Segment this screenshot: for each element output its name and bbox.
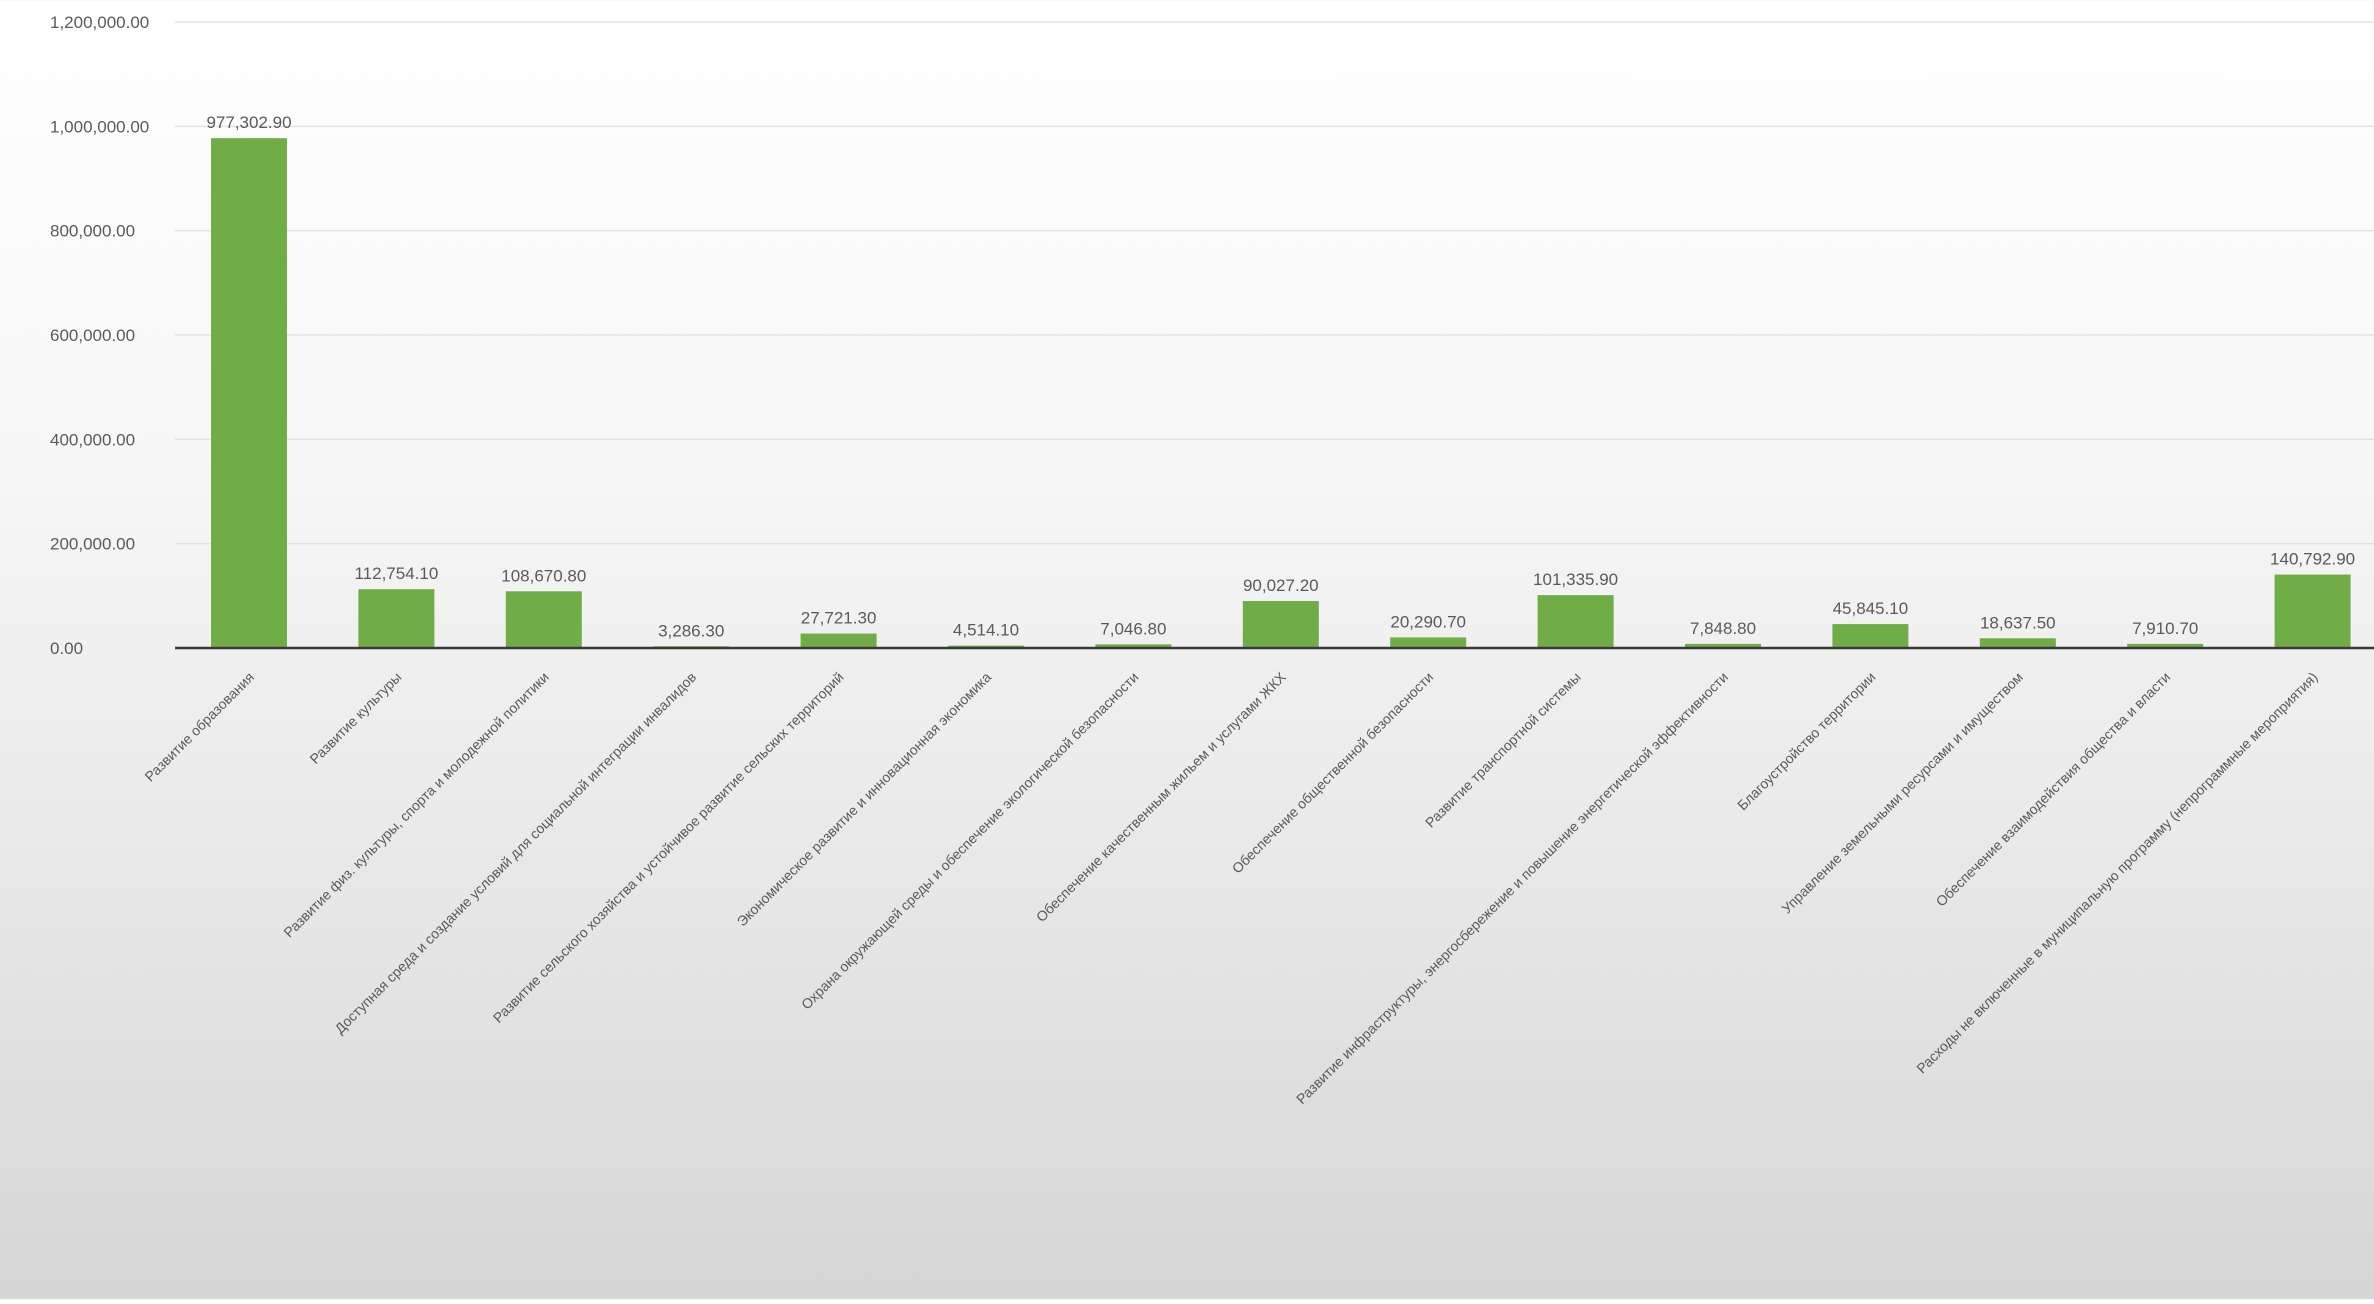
y-tick-label: 1,200,000.00 bbox=[50, 13, 149, 32]
bar bbox=[505, 591, 582, 648]
x-axis-category-labels: Развитие образования Развитие культурыРаз… bbox=[141, 668, 2320, 1107]
data-label: 27,721.30 bbox=[801, 609, 877, 628]
x-category-label: Обеспечение взаимодействия общества и вл… bbox=[1933, 669, 2174, 910]
bar bbox=[2127, 643, 2204, 648]
gridlines bbox=[175, 21, 2374, 545]
x-category-label: Развитие физ. культуры, спорта и молодеж… bbox=[280, 669, 552, 941]
data-label: 977,302.90 bbox=[206, 113, 291, 132]
x-category-label: Управление земельными ресурсами и имущес… bbox=[1778, 669, 2026, 917]
x-category-label: Развитие образования bbox=[141, 669, 257, 785]
y-tick-label: 400,000.00 bbox=[50, 430, 135, 449]
bars bbox=[211, 138, 2351, 649]
data-label: 101,335.90 bbox=[1533, 570, 1618, 589]
x-category-label: Развитие культуры bbox=[306, 669, 404, 767]
bar bbox=[1685, 643, 1761, 648]
data-label: 45,845.10 bbox=[1833, 599, 1909, 618]
bar bbox=[211, 138, 287, 649]
bar bbox=[800, 633, 877, 648]
data-label: 18,637.50 bbox=[1980, 613, 2056, 632]
bar bbox=[1832, 624, 1909, 648]
bar bbox=[1537, 595, 1614, 648]
x-category-label: Благоустройство территории bbox=[1734, 669, 1878, 813]
x-category-label: Развитие транспортной системы bbox=[1422, 669, 1584, 831]
bar bbox=[2274, 574, 2351, 648]
bar bbox=[1242, 601, 1319, 648]
data-label: 90,027.20 bbox=[1243, 576, 1319, 595]
y-tick-label: 200,000.00 bbox=[50, 535, 135, 554]
data-label: 7,848.80 bbox=[1690, 619, 1756, 638]
y-tick-label: 600,000.00 bbox=[50, 326, 135, 345]
data-label: 20,290.70 bbox=[1390, 612, 1466, 631]
data-label: 7,046.80 bbox=[1100, 619, 1166, 638]
bar bbox=[1390, 637, 1467, 648]
data-label: 7,910.70 bbox=[2132, 619, 2198, 638]
data-label: 4,514.10 bbox=[953, 621, 1019, 640]
data-label: 112,754.10 bbox=[354, 564, 438, 583]
y-tick-label: 0.00 bbox=[50, 639, 83, 658]
bar bbox=[1095, 644, 1172, 648]
data-label: 108,670.80 bbox=[501, 566, 586, 585]
data-labels: 977,302.90 112,754.10 108,670.80 3,286.30 27… bbox=[206, 113, 2355, 640]
bar bbox=[358, 589, 435, 648]
x-category-label: Обеспечение качественным жильем и услуга… bbox=[1033, 668, 1290, 925]
x-category-label: Охрана окружающей среды и обеспечение эк… bbox=[798, 669, 1142, 1013]
x-category-label: Развитие сельского хозяйства и устойчиво… bbox=[490, 669, 847, 1026]
bar bbox=[1979, 638, 2056, 648]
x-category-label: Экономическое развитие и инновационная э… bbox=[734, 669, 995, 930]
y-axis-ticks: 0.00 200,000.00 400,000.00 600,000.00 800,00… bbox=[50, 13, 149, 658]
data-label: 140,792.90 bbox=[2270, 550, 2355, 569]
y-tick-label: 1,000,000.00 bbox=[50, 117, 149, 136]
y-tick-label: 800,000.00 bbox=[50, 222, 135, 241]
x-category-label: Доступная среда и создание условий для с… bbox=[331, 669, 699, 1037]
data-label: 3,286.30 bbox=[658, 621, 724, 640]
